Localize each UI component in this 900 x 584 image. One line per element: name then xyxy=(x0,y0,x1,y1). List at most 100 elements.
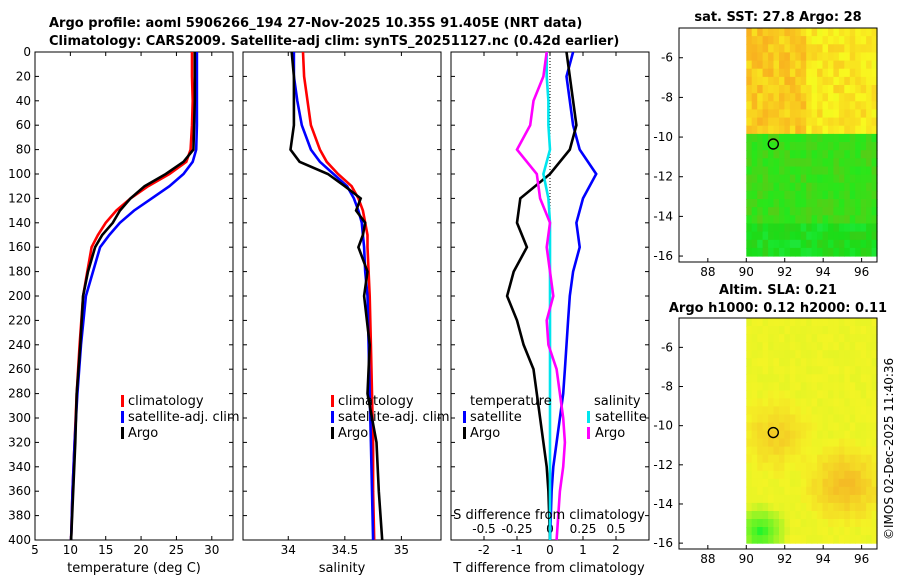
map-cell xyxy=(762,519,769,528)
legend-marker-argo xyxy=(121,427,124,439)
map-cell xyxy=(768,454,775,464)
map-cell xyxy=(855,125,862,135)
map-cell xyxy=(828,358,834,367)
map-cell xyxy=(871,318,878,327)
map-cell xyxy=(828,93,834,102)
map-cell xyxy=(773,374,780,383)
map-cell xyxy=(795,125,802,135)
map-cell xyxy=(800,398,807,407)
map-cell xyxy=(762,150,769,159)
x-tick-label: 20 xyxy=(133,543,148,557)
map-cell xyxy=(751,334,758,343)
map-cell xyxy=(773,158,780,167)
series-line-satellite-adj-clim xyxy=(69,52,199,541)
map-cell xyxy=(833,519,840,528)
map-cell xyxy=(800,182,807,192)
map-cell xyxy=(751,239,758,249)
map-cell xyxy=(833,350,840,359)
map-cell xyxy=(817,101,824,110)
lat-tick-label: -10 xyxy=(653,130,673,144)
map-cell xyxy=(789,158,796,167)
map-cell xyxy=(806,502,813,512)
map-cell xyxy=(860,36,867,45)
map-cell xyxy=(762,247,769,257)
map-cell xyxy=(844,174,851,184)
map-cell xyxy=(789,326,796,335)
legend-s-argo: Argo xyxy=(595,426,625,441)
x-tick-label: 10 xyxy=(63,543,78,557)
map-cell xyxy=(860,374,867,383)
map-cell xyxy=(844,406,851,415)
map-cell xyxy=(800,446,807,456)
map-cell xyxy=(768,109,775,119)
map-cell xyxy=(762,125,769,135)
map-cell xyxy=(806,350,813,359)
map-cell xyxy=(828,414,834,424)
map-cell xyxy=(789,174,796,184)
map-cell xyxy=(762,68,769,78)
map-cell xyxy=(833,215,840,224)
map-cell xyxy=(806,44,813,53)
difference-panel: -2 -1 0 1 2-0.5 -0.25 0 0.25 0.5 xyxy=(472,51,626,557)
map-cell xyxy=(866,93,873,102)
map-cell xyxy=(784,511,791,520)
map-cell xyxy=(844,454,851,464)
map-cell xyxy=(871,366,878,375)
map-cell xyxy=(855,519,862,528)
map-cell xyxy=(811,125,818,135)
map-cell xyxy=(833,326,840,335)
map-cell xyxy=(811,190,818,200)
map-cell xyxy=(811,76,818,86)
map-cell xyxy=(800,142,807,151)
map-cell xyxy=(817,52,824,62)
map-cell xyxy=(757,142,764,151)
map-cell xyxy=(866,239,873,249)
map-cell xyxy=(828,125,834,135)
map-cell xyxy=(762,318,769,327)
map-cell xyxy=(855,535,862,544)
map-cell xyxy=(811,462,818,472)
lon-tick-label: 90 xyxy=(739,552,754,566)
map-cell xyxy=(855,511,862,520)
map-cell xyxy=(800,366,807,375)
map-cell xyxy=(811,28,818,37)
map-cell xyxy=(860,502,867,512)
map-cell xyxy=(849,133,856,143)
map-cell xyxy=(871,326,878,335)
map-cell xyxy=(746,158,753,167)
map-cell xyxy=(855,190,862,200)
map-cell xyxy=(751,406,758,415)
map-cell xyxy=(762,406,769,415)
map-cell xyxy=(789,133,796,143)
map-cell xyxy=(866,117,873,127)
map-cell xyxy=(855,462,862,472)
x-tick-label: 35 xyxy=(394,543,409,557)
map-cell xyxy=(833,239,840,249)
map-cell xyxy=(838,68,845,78)
map-cell xyxy=(860,318,867,327)
map-cell xyxy=(811,60,818,70)
map-cell xyxy=(762,358,769,367)
map-cell xyxy=(789,454,796,464)
map-cell xyxy=(871,334,878,343)
map-cell xyxy=(844,223,851,233)
map-cell xyxy=(833,247,840,257)
map-cell xyxy=(828,494,834,504)
map-cell xyxy=(779,382,785,391)
map-cell xyxy=(866,166,873,176)
map-cell xyxy=(757,390,764,399)
map-cell xyxy=(833,125,840,135)
map-cell xyxy=(817,366,824,375)
map-cell xyxy=(866,422,873,432)
map-cell xyxy=(779,60,785,70)
map-cell xyxy=(833,478,840,488)
map-cell xyxy=(746,358,753,367)
map-cell xyxy=(822,527,829,536)
map-cell xyxy=(849,350,856,359)
map-cell xyxy=(838,414,845,424)
map-cell xyxy=(773,462,780,472)
map-cell xyxy=(789,190,796,200)
map-cell xyxy=(762,334,769,343)
map-cell xyxy=(838,318,845,327)
map-cell xyxy=(828,174,834,184)
